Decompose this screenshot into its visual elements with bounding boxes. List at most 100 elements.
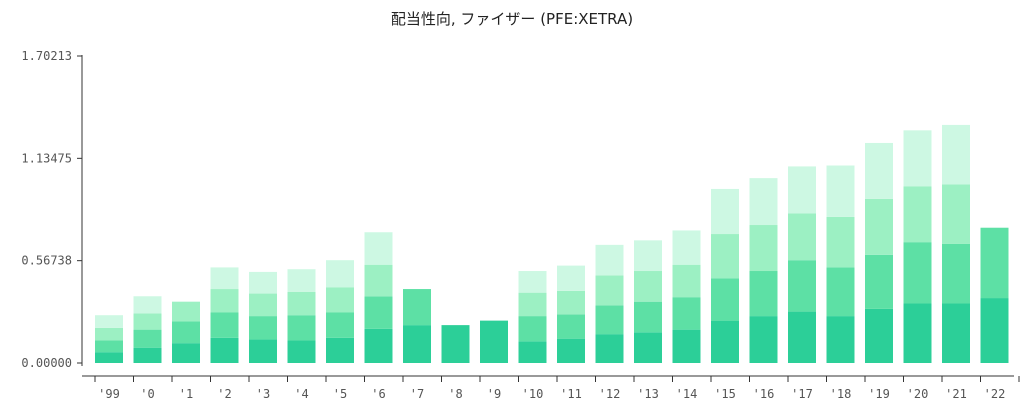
- bar-segment-20-0: [903, 303, 932, 363]
- bar-segment-22-0: [980, 298, 1009, 363]
- x-tick-label: '21: [945, 387, 967, 401]
- bar-segment-15-0: [711, 320, 739, 363]
- x-tick-label: '7: [410, 387, 424, 401]
- x-tick-label: '17: [791, 387, 813, 401]
- bar-segment-20-2: [903, 186, 932, 243]
- bar-segment-3-2: [249, 293, 277, 317]
- bar-segment-16-0: [749, 316, 778, 363]
- bar-segment-10-0: [518, 341, 547, 363]
- bar-segment-10-1: [518, 316, 547, 342]
- bar-segment-6-2: [364, 264, 393, 297]
- y-tick-label: 1.70213: [21, 49, 72, 63]
- x-tick-label: '6: [371, 387, 385, 401]
- x-tick-label: '12: [599, 387, 621, 401]
- bar-segment-16-1: [749, 271, 778, 317]
- bar-segment-16-2: [749, 225, 778, 272]
- bar-segment-2-2: [210, 289, 239, 313]
- bar-segment-5-0: [326, 337, 354, 363]
- x-tick-label: '1: [179, 387, 193, 401]
- bar-segment-1-2: [172, 301, 200, 322]
- x-tick-label: '2: [217, 387, 231, 401]
- x-tick-label: '5: [333, 387, 347, 401]
- bar-segment-21-3: [942, 124, 970, 185]
- bar-segment-19-1: [865, 254, 893, 309]
- bar-segment-6-0: [364, 328, 393, 363]
- bar-segment-3-3: [249, 271, 277, 294]
- x-tick-label: '18: [830, 387, 852, 401]
- bar-segment-11-3: [557, 265, 585, 291]
- bar-segment-2-0: [210, 337, 239, 363]
- bar-segment-12-2: [595, 275, 624, 306]
- bar-segment-0-1: [133, 329, 162, 348]
- bar-segment-18-0: [826, 316, 855, 363]
- bar-segment-13-2: [634, 271, 662, 302]
- bar-segment-18-2: [826, 216, 855, 268]
- bar-segment-7-1: [403, 289, 431, 326]
- x-tick-label: '10: [522, 387, 544, 401]
- bar-segment-21-1: [942, 243, 970, 304]
- y-tick-label: 0.00000: [21, 356, 72, 370]
- bar-segment-13-1: [634, 301, 662, 333]
- bar-segment-19-3: [865, 142, 893, 199]
- bar-segment-12-1: [595, 305, 624, 335]
- bar-segment-12-3: [595, 244, 624, 276]
- x-tick-label: '0: [140, 387, 154, 401]
- bar-segment-2-3: [210, 267, 239, 290]
- y-tick-group: 1.70213 1.13475 0.56738 0.00000: [21, 49, 82, 370]
- bar-segment-13-0: [634, 332, 662, 363]
- bar-segment-20-1: [903, 242, 932, 304]
- bar-segment-99-1: [95, 340, 123, 353]
- bar-segment-2-1: [210, 312, 239, 338]
- bar-segment-10-2: [518, 292, 547, 317]
- bar-segment-6-3: [364, 232, 393, 265]
- bar-segment-15-3: [711, 188, 739, 235]
- bar-segment-1-1: [172, 321, 200, 344]
- x-tick-label: '13: [637, 387, 659, 401]
- bar-segment-8-0: [441, 325, 470, 363]
- bar-segment-4-0: [287, 340, 316, 363]
- bar-segment-99-0: [95, 352, 123, 363]
- x-tick-label: '15: [714, 387, 736, 401]
- bar-segment-22-1: [980, 227, 1009, 299]
- x-tick-label: '11: [560, 387, 582, 401]
- bar-segment-99-3: [95, 315, 123, 328]
- y-tick-label: 0.56738: [21, 254, 72, 268]
- bar-segment-16-3: [749, 178, 778, 226]
- bar-segment-5-1: [326, 312, 354, 338]
- x-tick-label: '20: [907, 387, 929, 401]
- bar-segment-20-3: [903, 130, 932, 187]
- x-tick-label: '19: [868, 387, 890, 401]
- bar-segment-21-2: [942, 184, 970, 244]
- bar-segment-11-2: [557, 290, 585, 315]
- x-tick-label: '22: [984, 387, 1006, 401]
- bar-segment-0-3: [133, 296, 162, 314]
- bar-segment-14-0: [672, 329, 701, 363]
- x-tick-group: '99 '0 '1 '2 '3 '4 '5 '6 '7 '8 '9 '10 '11 '12 '13 '14 '1…: [94, 376, 1020, 401]
- x-tick-label: '16: [753, 387, 775, 401]
- bar-segment-99-2: [95, 327, 123, 341]
- bar-segment-12-0: [595, 334, 624, 363]
- bar-segment-14-3: [672, 230, 701, 265]
- bar-group: [95, 124, 1009, 363]
- chart-title: 配当性向, ファイザー (PFE:XETRA): [390, 10, 634, 28]
- bar-segment-13-3: [634, 240, 662, 272]
- bar-segment-6-1: [364, 296, 393, 329]
- bar-segment-5-2: [326, 287, 354, 313]
- bar-segment-7-0: [403, 325, 431, 363]
- bar-segment-15-1: [711, 278, 739, 321]
- bar-segment-3-0: [249, 339, 277, 363]
- bar-segment-19-0: [865, 308, 893, 363]
- bar-segment-4-3: [287, 269, 316, 292]
- x-tick-label: '9: [487, 387, 501, 401]
- bar-segment-0-2: [133, 313, 162, 330]
- bar-segment-9-0: [480, 320, 508, 363]
- x-tick-label: '3: [256, 387, 270, 401]
- bar-segment-17-2: [788, 213, 816, 261]
- x-tick-label: '8: [448, 387, 462, 401]
- bar-segment-17-0: [788, 311, 816, 363]
- y-tick-label: 1.13475: [21, 151, 72, 165]
- bar-segment-4-1: [287, 315, 316, 341]
- bar-segment-21-0: [942, 303, 970, 363]
- bar-segment-15-2: [711, 234, 739, 279]
